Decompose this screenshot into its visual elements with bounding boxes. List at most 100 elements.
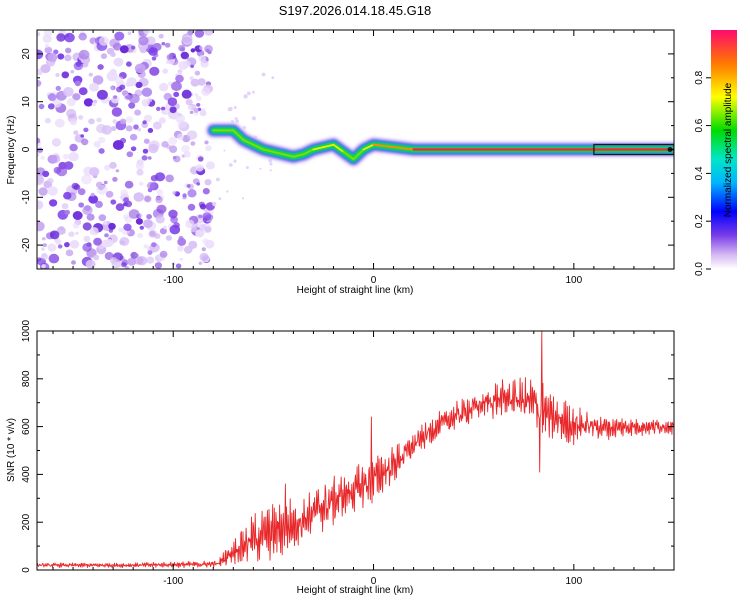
noise-blob <box>269 169 272 172</box>
noise-blob <box>52 99 62 108</box>
noise-blob <box>98 148 105 154</box>
noise-blob <box>41 247 45 251</box>
noise-blob <box>88 118 95 125</box>
noise-blob <box>42 243 47 248</box>
noise-blob <box>55 73 60 77</box>
noise-blob <box>38 187 48 196</box>
colorbar-tick-label: 0.4 <box>694 166 705 180</box>
noise-blob <box>69 119 77 126</box>
noise-blob <box>131 45 136 50</box>
noise-blob <box>199 252 209 262</box>
noise-blob <box>56 226 66 235</box>
noise-blob <box>163 225 167 230</box>
signal-track-core <box>352 148 365 161</box>
noise-blob <box>61 203 69 210</box>
spectrogram-y-label: Frequency (Hz) <box>6 116 17 185</box>
noise-blob <box>198 223 207 231</box>
noise-blob <box>168 209 178 219</box>
noise-blob <box>47 177 54 184</box>
noise-blob <box>118 227 124 232</box>
noise-blob <box>37 31 41 37</box>
noise-blob <box>89 167 100 177</box>
signal-track-core <box>362 143 375 151</box>
noise-blob <box>182 193 187 198</box>
snr-line <box>37 331 674 569</box>
noise-blob <box>135 218 143 225</box>
noise-blob <box>147 156 152 160</box>
noise-blob <box>57 53 65 60</box>
noise-blob <box>54 118 65 128</box>
figure-title: S197.2026.014.18.45.G18 <box>279 3 432 18</box>
noise-blob <box>197 78 206 86</box>
noise-blob <box>151 242 157 248</box>
noise-blob <box>137 128 142 132</box>
noise-blob <box>68 231 75 237</box>
noise-blob <box>104 233 109 238</box>
noise-blob <box>133 124 139 130</box>
noise-blob <box>112 119 118 124</box>
noise-blob <box>162 68 169 74</box>
noise-blob <box>134 109 142 116</box>
noise-blob <box>181 89 192 99</box>
noise-blob <box>191 223 199 230</box>
noise-blob <box>141 87 153 97</box>
noise-blob <box>154 262 163 269</box>
noise-blob <box>40 64 51 74</box>
signal-track-core <box>332 143 345 153</box>
noise-blob <box>129 133 138 141</box>
noise-blob <box>167 97 178 106</box>
x-tick-label: 100 <box>565 275 582 286</box>
noise-blob <box>37 221 45 232</box>
noise-blob <box>109 161 117 169</box>
noise-blob <box>40 155 45 160</box>
signal-track-core <box>262 148 275 153</box>
noise-blob <box>178 71 182 76</box>
noise-blob <box>179 257 184 261</box>
noise-blob <box>202 238 209 245</box>
noise-blob <box>119 195 124 199</box>
noise-blob <box>175 113 185 123</box>
noise-blob <box>61 71 70 79</box>
noise-blob <box>83 98 94 107</box>
y-tick-label: 200 <box>21 513 32 530</box>
noise-blob <box>78 115 84 120</box>
noise-blob <box>180 51 190 60</box>
noise-blob <box>96 184 108 195</box>
noise-blob <box>165 235 172 241</box>
noise-blob <box>200 60 209 68</box>
noise-blob <box>112 140 124 150</box>
noise-blob <box>193 108 199 113</box>
noise-blob <box>175 74 184 83</box>
noise-blob <box>41 237 46 241</box>
noise-blob <box>127 257 137 266</box>
noise-blob <box>72 222 80 229</box>
noise-blob <box>137 30 148 36</box>
noise-blob <box>199 110 207 117</box>
signal-track-core <box>242 138 255 146</box>
noise-blob <box>96 89 108 100</box>
noise-blob <box>91 101 97 107</box>
noise-blob <box>37 137 41 144</box>
signal-track-core <box>342 150 355 161</box>
noise-blob <box>128 93 140 104</box>
noise-blob <box>130 251 138 259</box>
noise-blob <box>245 166 249 169</box>
colorbar-ticks: 0.0 0.2 0.4 0.6 0.8 <box>694 70 711 276</box>
noise-blob <box>146 214 153 220</box>
noise-blob <box>201 108 205 112</box>
noise-blob <box>120 189 128 197</box>
noise-blob <box>93 237 102 246</box>
noise-blob <box>125 81 132 87</box>
y-tick-label: 800 <box>21 370 32 387</box>
noise-blob <box>182 60 191 68</box>
noise-blob <box>175 263 182 269</box>
noise-blob <box>205 161 215 170</box>
noise-blob <box>64 209 70 215</box>
noise-blob <box>143 244 149 249</box>
noise-blob <box>178 44 186 52</box>
noise-blob <box>115 203 125 212</box>
noise-blob <box>37 147 43 153</box>
y-tick-label: 10 <box>21 96 32 108</box>
noise-blob <box>127 31 132 36</box>
